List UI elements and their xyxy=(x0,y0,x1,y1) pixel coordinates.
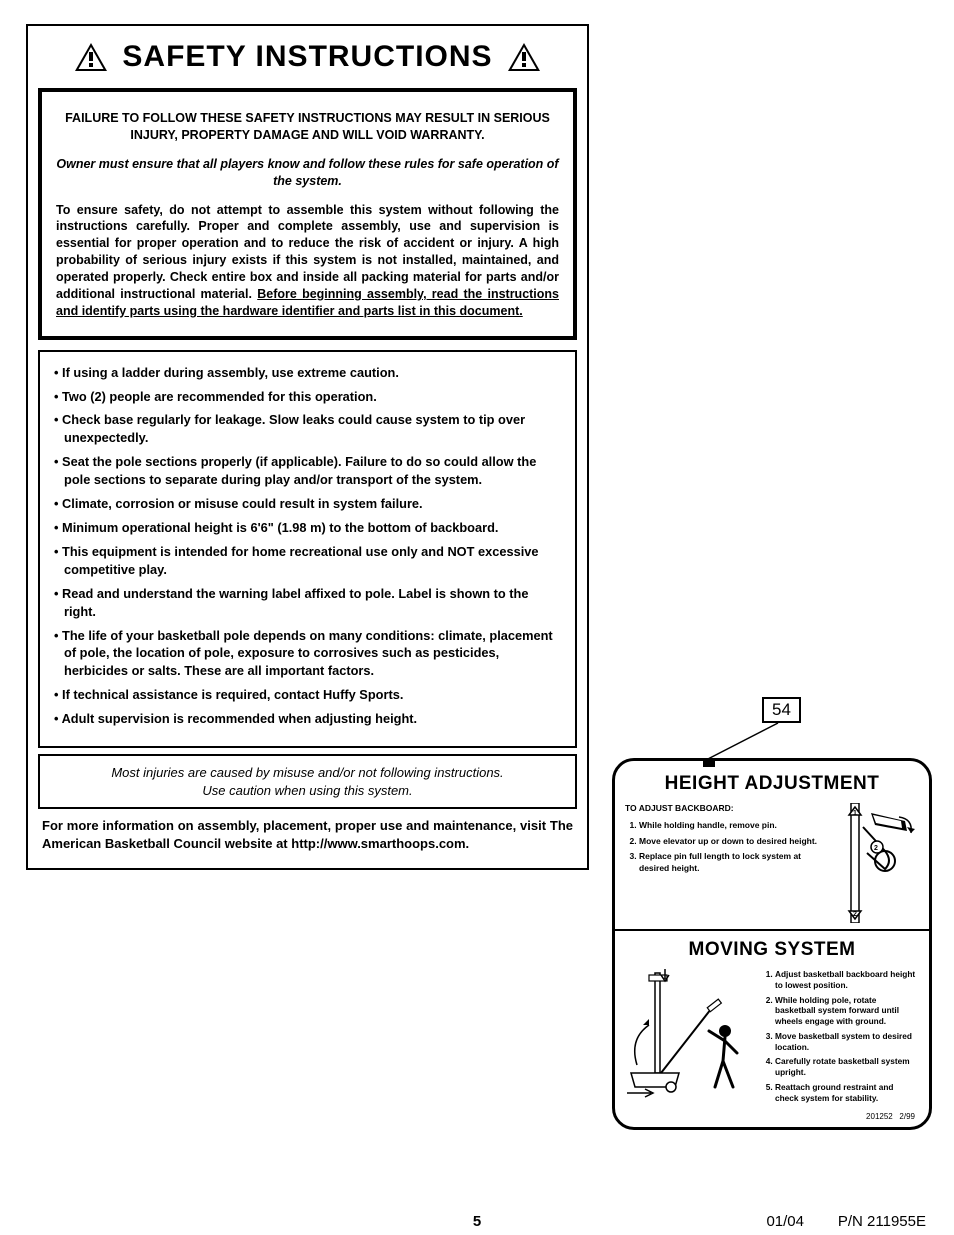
footer-date: 01/04 xyxy=(766,1213,804,1230)
right-panel: HEIGHT ADJUSTMENT TO ADJUST BACKBOARD: W… xyxy=(612,758,932,1130)
list-item: Read and understand the warning label af… xyxy=(54,585,559,621)
title-row: SAFETY INSTRUCTIONS xyxy=(38,40,577,74)
list-item: Carefully rotate basketball system uprig… xyxy=(775,1056,919,1078)
callout-number: 54 xyxy=(772,700,791,719)
page: SAFETY INSTRUCTIONS FAILURE TO FOLLOW TH… xyxy=(0,0,954,1235)
caution-line1: Most injuries are caused by misuse and/o… xyxy=(50,764,565,782)
svg-text:2: 2 xyxy=(853,911,857,918)
list-item: Adjust basketball backboard height to lo… xyxy=(775,969,919,991)
list-item: Two (2) people are recommended for this … xyxy=(54,388,559,406)
list-item: Check base regularly for leakage. Slow l… xyxy=(54,411,559,447)
bullets-box: If using a ladder during assembly, use e… xyxy=(38,350,577,748)
list-item: Move elevator up or down to desired heig… xyxy=(639,836,821,847)
moving-system-title: MOVING SYSTEM xyxy=(625,939,919,961)
svg-text:2: 2 xyxy=(874,845,878,852)
height-adjust-row: TO ADJUST BACKBOARD: While holding handl… xyxy=(625,803,919,923)
list-item: Move basketball system to desired locati… xyxy=(775,1031,919,1053)
height-adjustment-title: HEIGHT ADJUSTMENT xyxy=(625,773,919,795)
safety-bullets: If using a ladder during assembly, use e… xyxy=(46,364,563,728)
list-item: This equipment is intended for home recr… xyxy=(54,543,559,579)
safety-outer-box: SAFETY INSTRUCTIONS FAILURE TO FOLLOW TH… xyxy=(26,24,589,870)
list-item: Adult supervision is recommended when ad… xyxy=(54,710,559,728)
warning-icon xyxy=(74,42,108,72)
list-item: Climate, corrosion or misuse could resul… xyxy=(54,495,559,513)
warning-ensure-text: To ensure safety, do not attempt to asse… xyxy=(56,202,559,320)
more-info-text: For more information on assembly, placem… xyxy=(42,817,573,853)
list-item: Minimum operational height is 6'6" (1.98… xyxy=(54,519,559,537)
moving-system-diagram xyxy=(625,969,755,1099)
list-item: The life of your basketball pole depends… xyxy=(54,627,559,681)
caution-box: Most injuries are caused by misuse and/o… xyxy=(38,754,577,809)
list-item: While holding pole, rotate basketball sy… xyxy=(775,995,919,1027)
panel-footer-code: 201252 xyxy=(866,1112,893,1121)
warning-box: FAILURE TO FOLLOW THESE SAFETY INSTRUCTI… xyxy=(38,88,577,340)
list-item: If technical assistance is required, con… xyxy=(54,686,559,704)
height-adjust-diagram: 1 2 2 xyxy=(827,803,919,923)
panel-footer: 201252 2/99 xyxy=(625,1112,919,1121)
warning-icon xyxy=(507,42,541,72)
list-item: Replace pin full length to lock system a… xyxy=(639,851,821,874)
warning-owner-text: Owner must ensure that all players know … xyxy=(56,156,559,190)
svg-text:1: 1 xyxy=(853,810,857,817)
callout-label: 54 xyxy=(762,697,801,723)
caution-line2: Use caution when using this system. xyxy=(50,782,565,800)
page-title: SAFETY INSTRUCTIONS xyxy=(122,40,492,74)
list-item: Reattach ground restraint and check syst… xyxy=(775,1082,919,1104)
moving-row: Adjust basketball backboard height to lo… xyxy=(625,969,919,1108)
moving-text: Adjust basketball backboard height to lo… xyxy=(761,969,919,1108)
list-item: While holding handle, remove pin. xyxy=(639,820,821,831)
footer-part-number: P/N 211955E xyxy=(838,1213,926,1230)
list-item: If using a ladder during assembly, use e… xyxy=(54,364,559,382)
warning-failure-text: FAILURE TO FOLLOW THESE SAFETY INSTRUCTI… xyxy=(56,110,559,144)
page-number: 5 xyxy=(0,1213,954,1230)
adjust-header: TO ADJUST BACKBOARD: xyxy=(625,803,821,814)
list-item: Seat the pole sections properly (if appl… xyxy=(54,453,559,489)
adjust-steps: While holding handle, remove pin. Move e… xyxy=(625,820,821,874)
height-adjust-text: TO ADJUST BACKBOARD: While holding handl… xyxy=(625,803,821,878)
panel-divider xyxy=(615,929,929,931)
callout-leader-line xyxy=(702,721,782,763)
panel-tab xyxy=(703,759,715,767)
moving-steps: Adjust basketball backboard height to lo… xyxy=(761,969,919,1104)
panel-footer-date: 2/99 xyxy=(899,1112,915,1121)
